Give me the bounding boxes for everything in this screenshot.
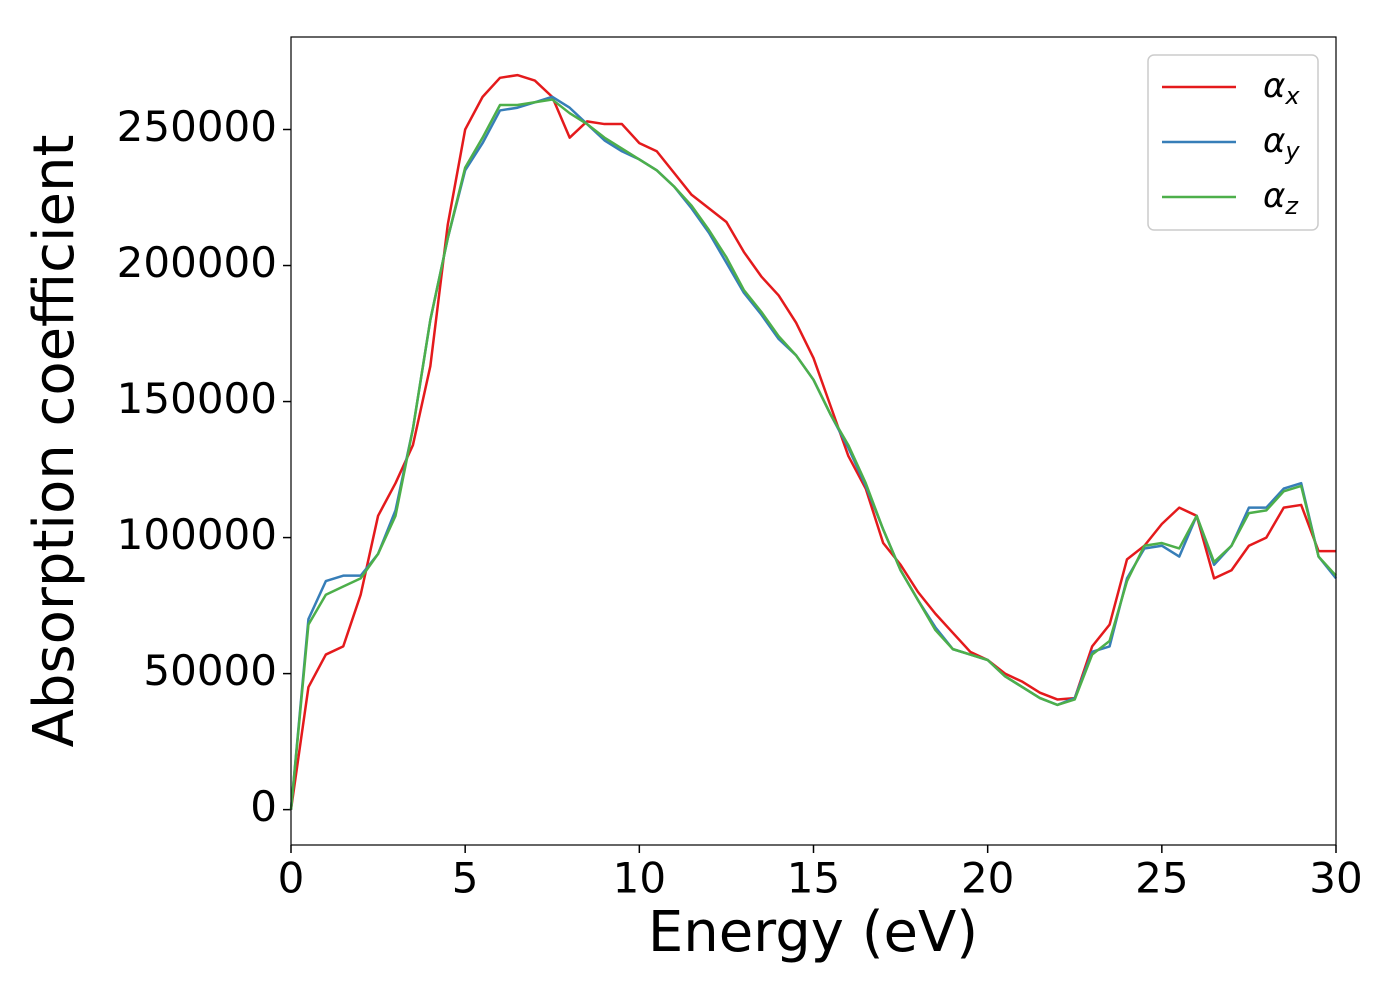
x-tick-label: 0 xyxy=(278,854,305,903)
y-tick-label: 200000 xyxy=(117,238,277,287)
legend: αx αy αz xyxy=(1147,54,1319,231)
y-axis-label: Absorption coefficient xyxy=(22,135,87,748)
x-tick-label: 30 xyxy=(1309,854,1362,903)
x-tick-label: 5 xyxy=(452,854,479,903)
y-tick-label: 250000 xyxy=(117,102,277,151)
series-line xyxy=(289,73,1336,810)
y-tick-label: 0 xyxy=(250,782,277,831)
plot-frame xyxy=(290,36,1337,846)
y-tick-label: 150000 xyxy=(117,374,277,423)
x-tick-label: 25 xyxy=(1135,854,1188,903)
legend-label: αz xyxy=(1263,176,1299,221)
series-line xyxy=(289,98,1337,810)
legend-label: αx xyxy=(1263,66,1300,111)
legend-label: αy xyxy=(1263,121,1300,166)
x-tick-label: 20 xyxy=(961,854,1014,903)
x-tick-label: 10 xyxy=(613,854,666,903)
x-axis-label: Energy (eV) xyxy=(648,900,978,965)
y-tick-label: 50000 xyxy=(143,646,277,695)
x-tick-label: 15 xyxy=(787,854,840,903)
y-tick-label: 100000 xyxy=(117,510,277,559)
